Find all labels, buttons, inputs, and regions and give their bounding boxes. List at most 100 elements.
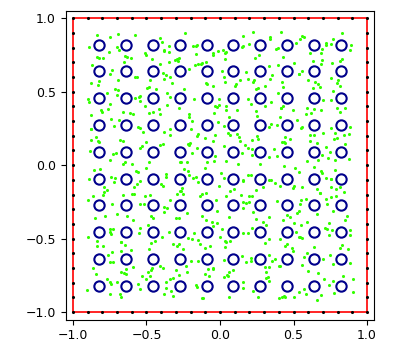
Point xyxy=(239,253,245,259)
Point xyxy=(306,139,313,144)
Point xyxy=(128,15,135,21)
Point xyxy=(96,139,102,144)
Point xyxy=(297,234,303,239)
Point xyxy=(168,288,174,294)
Point xyxy=(303,291,310,297)
Point xyxy=(334,15,341,21)
Point xyxy=(210,138,216,144)
Point xyxy=(94,32,101,37)
Point xyxy=(222,56,228,62)
Point xyxy=(305,15,312,21)
Point xyxy=(339,243,346,248)
Point xyxy=(199,295,205,300)
Point xyxy=(332,131,338,136)
Point xyxy=(210,84,216,89)
Point xyxy=(344,213,350,219)
Point xyxy=(232,83,238,89)
Point xyxy=(172,57,178,63)
Point xyxy=(108,231,114,237)
Point xyxy=(88,112,94,118)
Point xyxy=(88,126,94,132)
Point xyxy=(290,60,297,66)
Point xyxy=(278,29,284,35)
Point xyxy=(223,193,230,199)
Point xyxy=(144,85,150,91)
Point xyxy=(137,99,144,104)
Point xyxy=(242,143,248,148)
Point xyxy=(248,146,255,151)
Point xyxy=(323,176,330,181)
Point xyxy=(132,168,139,174)
Point xyxy=(186,172,192,177)
Point xyxy=(234,107,240,113)
Point xyxy=(165,229,172,235)
Point xyxy=(99,109,105,115)
Point xyxy=(232,81,239,87)
Point xyxy=(150,149,156,155)
Point xyxy=(230,122,236,128)
Point xyxy=(262,270,269,275)
Point xyxy=(346,233,353,238)
Point xyxy=(304,250,310,256)
Point xyxy=(240,205,246,211)
Point xyxy=(279,84,286,90)
Point xyxy=(128,55,134,61)
Point xyxy=(278,139,285,145)
Point xyxy=(129,111,136,117)
Point xyxy=(96,202,103,208)
Point xyxy=(308,110,314,116)
Point xyxy=(176,215,183,221)
Point xyxy=(198,60,205,66)
Point xyxy=(314,297,320,303)
Point xyxy=(189,118,196,124)
Point xyxy=(250,79,256,85)
Point xyxy=(320,97,326,103)
Point xyxy=(145,269,152,275)
Point xyxy=(298,124,305,130)
Point xyxy=(108,174,114,180)
Point xyxy=(136,225,143,231)
Point xyxy=(296,208,302,214)
Point xyxy=(94,238,100,244)
Point xyxy=(332,167,338,173)
Point xyxy=(225,114,232,120)
Point xyxy=(234,131,240,137)
Point xyxy=(150,42,156,47)
Point xyxy=(364,309,370,315)
Point xyxy=(216,96,222,102)
Point xyxy=(364,30,370,36)
Point xyxy=(243,69,249,75)
Point xyxy=(272,181,278,186)
Point xyxy=(299,262,306,268)
Point xyxy=(310,69,317,74)
Point xyxy=(257,229,263,235)
Point xyxy=(323,40,330,46)
Point xyxy=(213,104,220,110)
Point xyxy=(364,280,370,286)
Point xyxy=(70,206,76,212)
Point xyxy=(277,263,283,269)
Point xyxy=(107,226,114,232)
Point xyxy=(210,51,216,56)
Point xyxy=(223,158,230,164)
Point xyxy=(137,178,144,184)
Point xyxy=(298,68,305,74)
Point xyxy=(182,30,188,36)
Point xyxy=(240,177,246,183)
Point xyxy=(212,153,219,159)
Point xyxy=(99,192,106,198)
Point xyxy=(230,256,236,262)
Point xyxy=(70,251,76,256)
Point xyxy=(99,309,106,315)
Point xyxy=(225,130,232,135)
Point xyxy=(195,131,202,137)
Point xyxy=(266,252,272,258)
Point xyxy=(219,226,225,232)
Point xyxy=(221,123,228,129)
Point xyxy=(262,84,268,89)
Point xyxy=(298,125,305,131)
Point xyxy=(186,115,192,120)
Point xyxy=(239,199,246,205)
Point xyxy=(184,141,191,146)
Point xyxy=(187,15,194,21)
